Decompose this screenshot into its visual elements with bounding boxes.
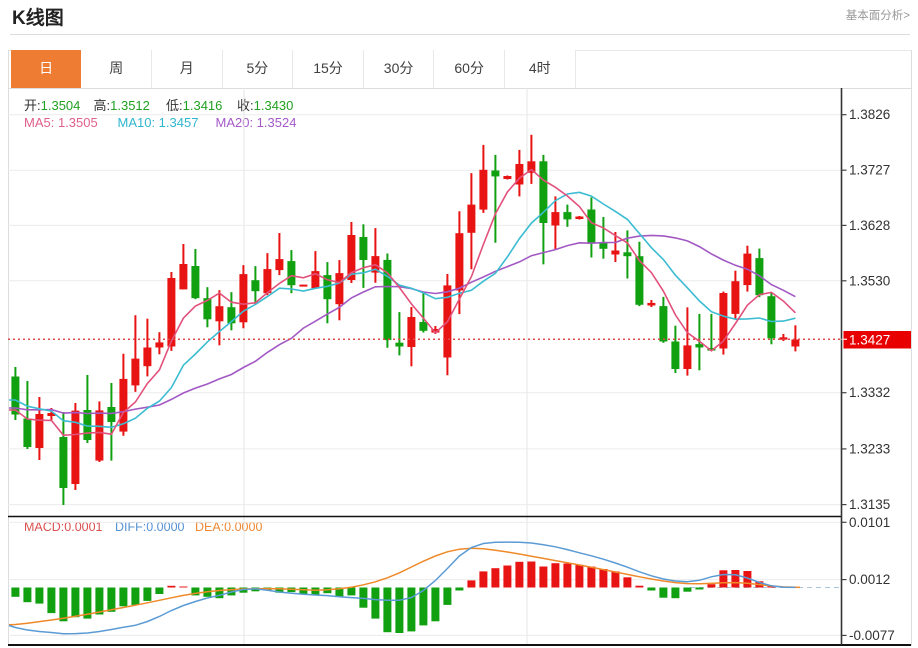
svg-text:1.3427: 1.3427 xyxy=(849,332,890,347)
svg-text:1.3826: 1.3826 xyxy=(849,107,890,122)
svg-text:-0.0077: -0.0077 xyxy=(849,628,895,643)
svg-text:1.3628: 1.3628 xyxy=(849,218,890,233)
svg-text:1.3233: 1.3233 xyxy=(849,441,890,456)
svg-text:1.3530: 1.3530 xyxy=(849,273,890,288)
svg-text:1.3135: 1.3135 xyxy=(849,497,890,512)
svg-text:1.3332: 1.3332 xyxy=(849,385,890,400)
svg-text:0.0101: 0.0101 xyxy=(849,515,890,530)
svg-text:0.0012: 0.0012 xyxy=(849,572,890,587)
svg-text:1.3727: 1.3727 xyxy=(849,163,890,178)
